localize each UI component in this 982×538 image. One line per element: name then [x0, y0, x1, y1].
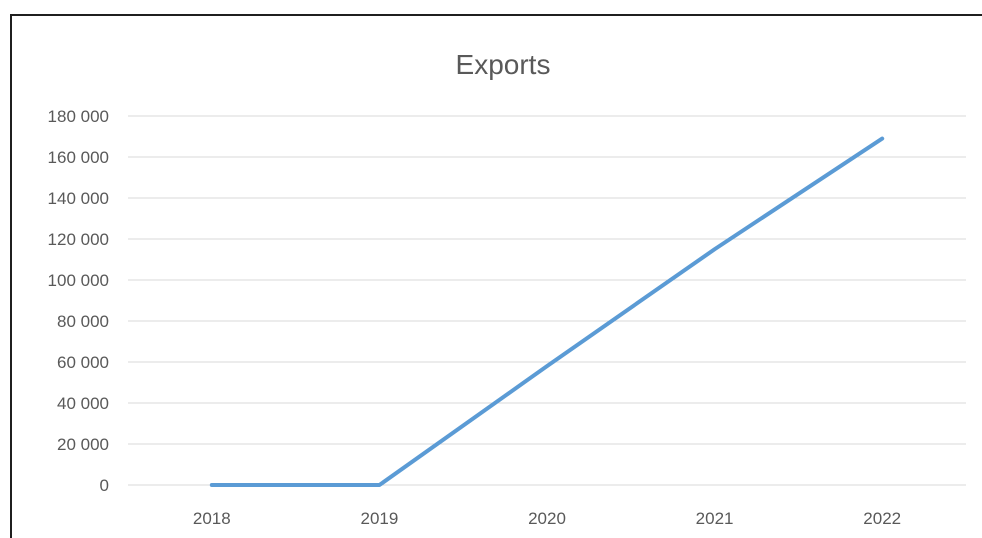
x-tick-label: 2021 — [696, 509, 734, 528]
y-tick-label: 0 — [100, 476, 109, 495]
y-tick-label: 140 000 — [48, 189, 109, 208]
y-tick-label: 20 000 — [57, 435, 109, 454]
x-axis-ticks: 2018 2019 2020 2021 2022 — [193, 509, 901, 528]
y-tick-label: 160 000 — [48, 148, 109, 167]
y-axis-ticks: 0 20 000 40 000 60 000 80 000 100 000 120 000 1… — [48, 107, 109, 495]
x-tick-label: 2022 — [863, 509, 901, 528]
y-tick-label: 40 000 — [57, 394, 109, 413]
y-tick-label: 100 000 — [48, 271, 109, 290]
chart-title: Exports — [456, 49, 551, 80]
y-tick-label: 60 000 — [57, 353, 109, 372]
x-tick-label: 2018 — [193, 509, 231, 528]
y-tick-label: 80 000 — [57, 312, 109, 331]
gridlines — [128, 115, 966, 486]
series-line — [209, 136, 885, 487]
series-group — [209, 136, 885, 487]
y-tick-label: 180 000 — [48, 107, 109, 126]
x-tick-label: 2020 — [528, 509, 566, 528]
y-tick-label: 120 000 — [48, 230, 109, 249]
chart-frame — [10, 14, 982, 538]
x-tick-label: 2019 — [360, 509, 398, 528]
